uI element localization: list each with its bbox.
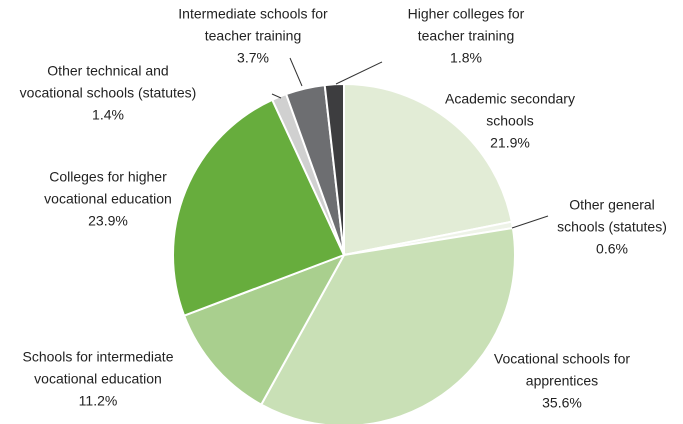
pie-slice: [182, 253, 347, 406]
slice-label: Colleges for higher: [49, 169, 167, 185]
slice-label: teacher training: [418, 28, 515, 44]
slice-label: schools (statutes): [557, 219, 667, 235]
slice-label: Other general: [569, 197, 655, 213]
slice-label: Schools for intermediate: [23, 349, 174, 365]
slice-label: schools: [486, 113, 533, 129]
pie-slice: [172, 98, 346, 317]
value-label: 3.7%: [237, 50, 269, 66]
leader-line: [271, 93, 282, 99]
leader-line: [335, 61, 383, 85]
value-label: 1.4%: [92, 107, 124, 123]
pie-slice: [259, 226, 516, 424]
value-label: 1.8%: [450, 50, 482, 66]
slice-label: Intermediate schools for: [178, 6, 328, 22]
pie-slice: [323, 82, 345, 256]
leader-line: [511, 215, 549, 229]
value-label: 23.9%: [88, 213, 128, 229]
slice-label: apprentices: [526, 373, 598, 389]
value-label: 35.6%: [542, 395, 582, 411]
pie-slice: [343, 82, 513, 257]
slice-label: Vocational schools for: [494, 351, 631, 367]
value-label: 0.6%: [596, 241, 628, 257]
slice-label: Higher colleges for: [408, 6, 525, 22]
slice-label: vocational schools (statutes): [20, 85, 197, 101]
value-label: 11.2%: [79, 393, 118, 409]
value-label: 21.9%: [490, 135, 530, 151]
slice-label: vocational education: [44, 191, 172, 207]
slice-label: Academic secondary: [445, 91, 575, 107]
slice-label: vocational education: [34, 371, 162, 387]
slice-label: Other technical and: [47, 63, 168, 79]
leader-line: [289, 57, 303, 87]
slice-label: teacher training: [205, 28, 302, 44]
